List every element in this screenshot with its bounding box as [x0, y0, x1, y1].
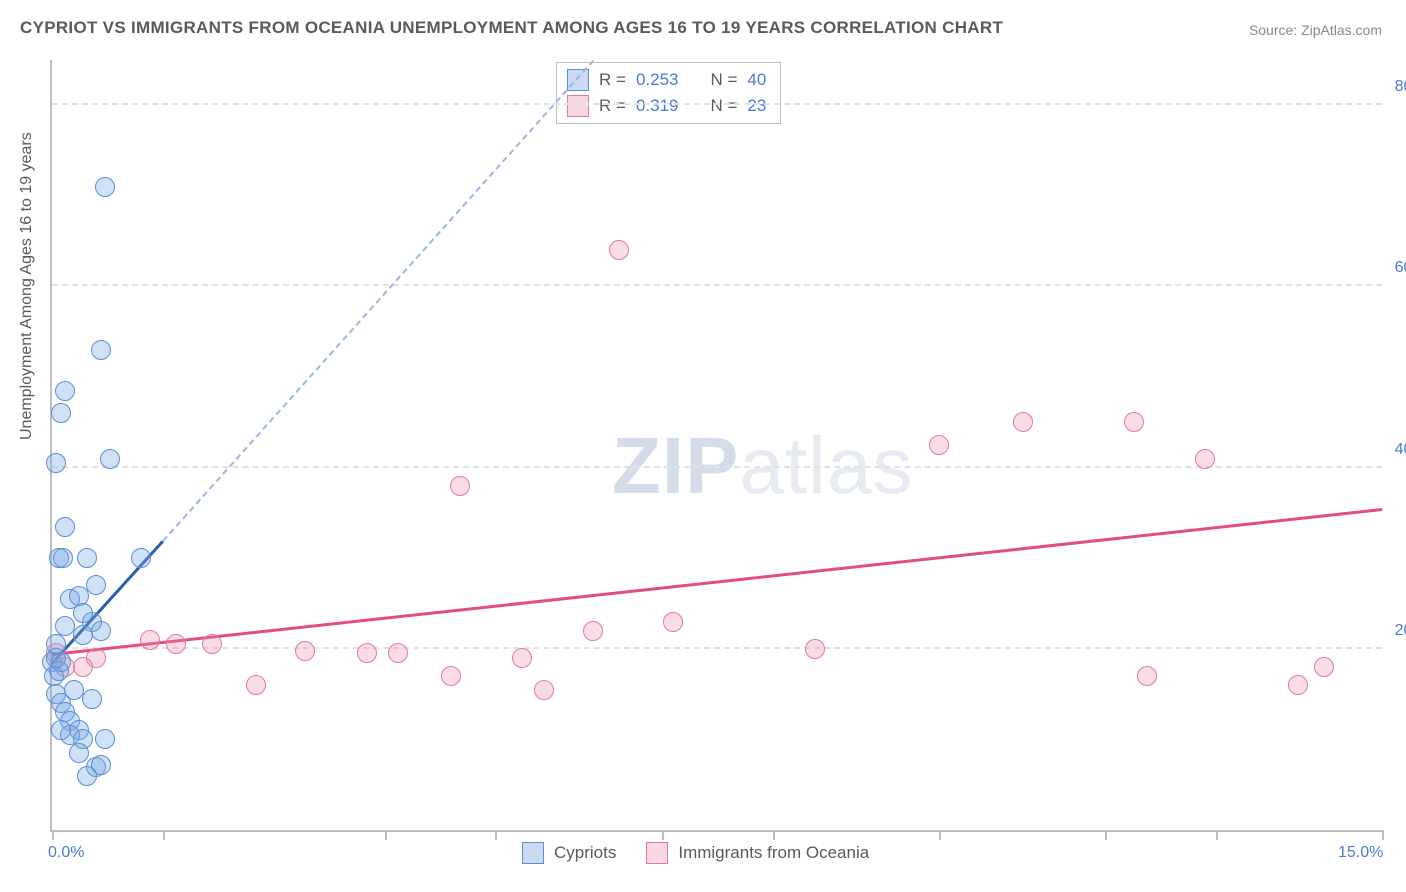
- data-point: [805, 639, 825, 659]
- trendline: [52, 508, 1382, 656]
- data-point: [95, 177, 115, 197]
- gridline: [52, 647, 1382, 649]
- x-tick: [1216, 830, 1218, 840]
- y-axis-label: Unemployment Among Ages 16 to 19 years: [18, 132, 36, 440]
- data-point: [663, 612, 683, 632]
- x-tick: [773, 830, 775, 840]
- data-point: [100, 449, 120, 469]
- data-point: [609, 240, 629, 260]
- gridline: [52, 103, 1382, 105]
- legend-item: Immigrants from Oceania: [646, 842, 869, 864]
- data-point: [86, 575, 106, 595]
- x-tick: [1105, 830, 1107, 840]
- y-tick-label: 40.0%: [1395, 441, 1406, 459]
- data-point: [202, 634, 222, 654]
- data-point: [246, 675, 266, 695]
- data-point: [77, 766, 97, 786]
- data-point: [91, 621, 111, 641]
- trendline: [162, 60, 594, 541]
- data-point: [46, 453, 66, 473]
- stat-n-value: 23: [747, 96, 766, 116]
- stats-row: R = 0.319 N = 23: [567, 93, 766, 119]
- data-point: [46, 634, 66, 654]
- data-point: [51, 403, 71, 423]
- chart-container: CYPRIOT VS IMMIGRANTS FROM OCEANIA UNEMP…: [0, 0, 1406, 892]
- data-point: [512, 648, 532, 668]
- data-point: [86, 648, 106, 668]
- data-point: [55, 381, 75, 401]
- data-point: [140, 630, 160, 650]
- data-point: [1137, 666, 1157, 686]
- x-tick-label: 0.0%: [48, 844, 84, 862]
- data-point: [1288, 675, 1308, 695]
- y-tick-label: 20.0%: [1395, 622, 1406, 640]
- chart-source: Source: ZipAtlas.com: [1249, 22, 1382, 38]
- stat-n-label: N =: [710, 96, 737, 116]
- data-point: [441, 666, 461, 686]
- x-tick: [385, 830, 387, 840]
- data-point: [450, 476, 470, 496]
- data-point: [388, 643, 408, 663]
- data-point: [51, 720, 71, 740]
- x-tick: [939, 830, 941, 840]
- data-point: [534, 680, 554, 700]
- data-point: [583, 621, 603, 641]
- data-point: [95, 729, 115, 749]
- stat-n-label: N =: [710, 70, 737, 90]
- stat-r-label: R =: [599, 70, 626, 90]
- stat-r-value: 0.319: [636, 96, 679, 116]
- legend-swatch: [522, 842, 544, 864]
- legend-label: Immigrants from Oceania: [678, 843, 869, 863]
- x-tick: [52, 830, 54, 840]
- data-point: [1195, 449, 1215, 469]
- gridline: [52, 466, 1382, 468]
- data-point: [929, 435, 949, 455]
- x-tick: [1382, 830, 1384, 840]
- data-point: [1013, 412, 1033, 432]
- legend-label: Cypriots: [554, 843, 616, 863]
- y-tick-label: 60.0%: [1395, 259, 1406, 277]
- data-point: [295, 641, 315, 661]
- data-point: [69, 743, 89, 763]
- gridline: [52, 284, 1382, 286]
- x-tick: [163, 830, 165, 840]
- legend-swatch: [646, 842, 668, 864]
- x-tick-label: 15.0%: [1338, 844, 1383, 862]
- legend-item: Cypriots: [522, 842, 616, 864]
- y-tick-label: 80.0%: [1395, 78, 1406, 96]
- bottom-legend: Cypriots Immigrants from Oceania: [522, 842, 869, 864]
- data-point: [131, 548, 151, 568]
- stats-legend-box: R = 0.253 N = 40 R = 0.319 N = 23: [556, 62, 781, 124]
- data-point: [69, 586, 89, 606]
- stat-n-value: 40: [747, 70, 766, 90]
- x-tick: [495, 830, 497, 840]
- x-tick: [662, 830, 664, 840]
- data-point: [1124, 412, 1144, 432]
- data-point: [1314, 657, 1334, 677]
- data-point: [51, 652, 71, 672]
- data-point: [82, 689, 102, 709]
- data-point: [73, 625, 93, 645]
- legend-swatch: [567, 95, 589, 117]
- data-point: [53, 548, 73, 568]
- plot-area: ZIPatlas R =0.253N =40R =0.319N =23 Cypr…: [50, 60, 1382, 832]
- data-point: [166, 634, 186, 654]
- stat-r-value: 0.253: [636, 70, 679, 90]
- stats-row: R = 0.253 N = 40: [567, 67, 766, 93]
- data-point: [77, 548, 97, 568]
- data-point: [55, 616, 75, 636]
- chart-title: CYPRIOT VS IMMIGRANTS FROM OCEANIA UNEMP…: [20, 18, 1003, 38]
- data-point: [91, 340, 111, 360]
- data-point: [357, 643, 377, 663]
- stat-r-label: R =: [599, 96, 626, 116]
- data-point: [55, 517, 75, 537]
